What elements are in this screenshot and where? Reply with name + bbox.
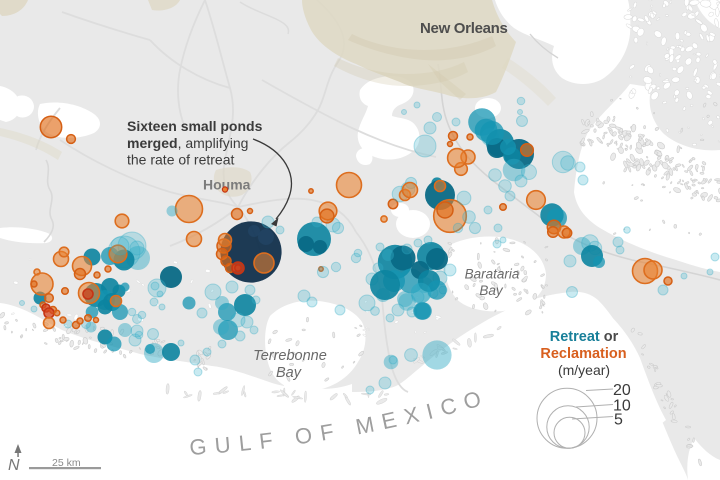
svg-text:the rate of retreat: the rate of retreat xyxy=(127,152,235,168)
svg-text:Reclamation: Reclamation xyxy=(540,346,626,362)
svg-text:Barataria: Barataria xyxy=(465,267,520,282)
svg-text:Bay: Bay xyxy=(479,283,504,298)
svg-text:Bay: Bay xyxy=(276,365,302,381)
svg-text:10: 10 xyxy=(613,398,631,415)
svg-text:25 km: 25 km xyxy=(52,457,81,469)
svg-text:Terrebonne: Terrebonne xyxy=(253,348,327,364)
svg-text:Retreat or: Retreat or xyxy=(550,329,619,345)
svg-text:5: 5 xyxy=(614,412,623,429)
svg-text:N: N xyxy=(8,457,20,474)
svg-text:Sixteen small ponds: Sixteen small ponds xyxy=(127,118,263,134)
svg-text:New Orleans: New Orleans xyxy=(420,20,508,37)
svg-text:(m/year): (m/year) xyxy=(558,362,610,378)
svg-text:20: 20 xyxy=(613,382,631,399)
svg-text:Houma: Houma xyxy=(203,177,251,193)
svg-text:merged, amplifying: merged, amplifying xyxy=(127,135,248,151)
